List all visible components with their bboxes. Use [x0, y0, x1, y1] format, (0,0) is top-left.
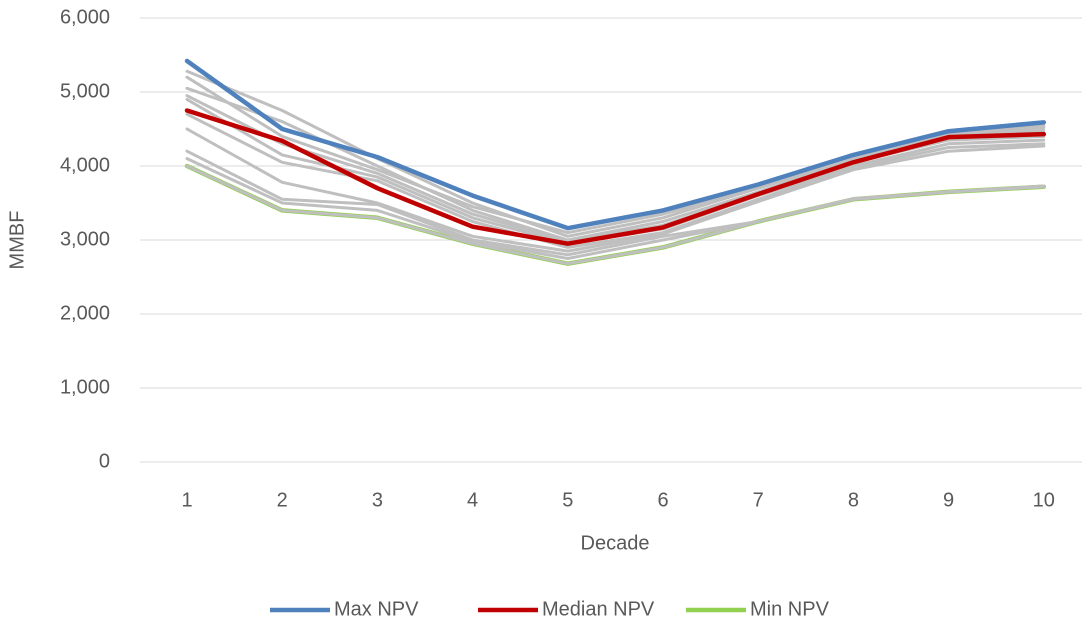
x-tick-label: 1 [181, 489, 192, 511]
x-tick-label: 4 [467, 489, 478, 511]
series-line [184, 58, 1047, 231]
series-line [185, 112, 1046, 249]
y-tick-label: 6,000 [60, 6, 110, 28]
x-tick-label: 6 [657, 489, 668, 511]
x-tick-label: 5 [562, 489, 573, 511]
legend-label: Median NPV [542, 598, 655, 620]
x-tick-label: 9 [943, 489, 954, 511]
y-tick-label: 5,000 [60, 80, 110, 102]
series-line [185, 164, 1046, 266]
series-line [184, 108, 1047, 246]
y-tick-label: 0 [99, 450, 110, 472]
legend-label: Max NPV [334, 598, 419, 620]
y-tick-label: 1,000 [60, 376, 110, 398]
y-axis-title: MMBF [6, 211, 28, 270]
x-tick-label: 2 [277, 489, 288, 511]
x-axis-title: Decade [581, 532, 650, 554]
x-tick-label: 7 [753, 489, 764, 511]
series-line [185, 127, 1046, 253]
y-tick-label: 4,000 [60, 154, 110, 176]
y-tick-label: 2,000 [60, 302, 110, 324]
legend-label: Min NPV [750, 598, 830, 620]
x-tick-label: 8 [848, 489, 859, 511]
y-tick-label: 3,000 [60, 228, 110, 250]
x-tick-label: 10 [1033, 489, 1055, 511]
x-tick-label: 3 [372, 489, 383, 511]
